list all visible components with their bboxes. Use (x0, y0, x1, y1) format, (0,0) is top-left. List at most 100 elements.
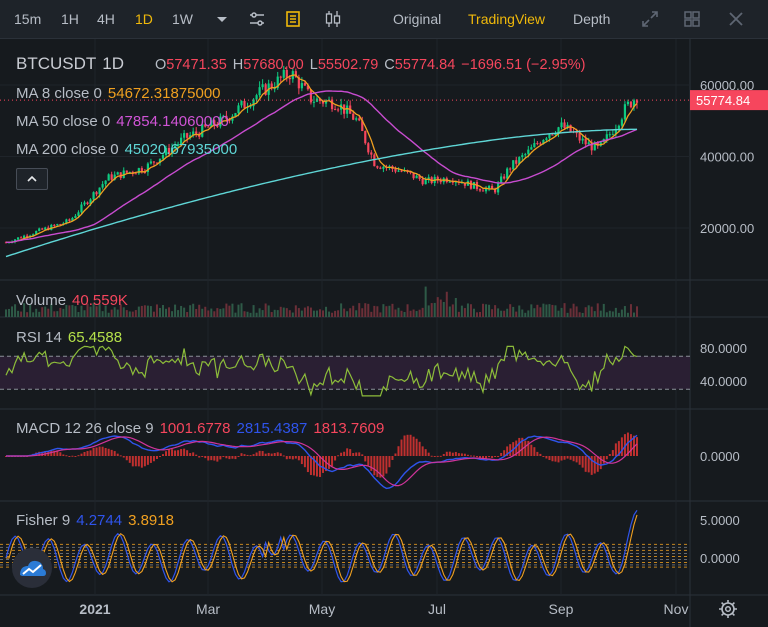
macd-hist-bar (328, 456, 331, 469)
volume-bar (158, 307, 161, 317)
candle-body (596, 142, 599, 146)
volume-bar (581, 312, 584, 317)
candle-body (364, 131, 367, 144)
candle-body (337, 109, 340, 111)
macd-hist-bar (406, 434, 409, 456)
rsi-tick-label: 40.0000 (700, 374, 747, 389)
candle-body (388, 166, 391, 168)
candle-body (590, 142, 593, 151)
macd-hist-bar (509, 444, 512, 456)
volume-bar (388, 305, 391, 317)
macd-hist-bar (195, 454, 198, 456)
view-depth[interactable]: Depth (573, 11, 611, 27)
candle-body (252, 99, 255, 107)
volume-bar (346, 311, 349, 317)
fullscreen-icon[interactable] (640, 9, 660, 29)
volume-bar (155, 304, 158, 317)
ma8-value: 54672.31875000 (107, 85, 221, 102)
macd-hist-bar (370, 456, 373, 471)
volume-bar (20, 311, 23, 317)
indicators-icon[interactable] (283, 9, 303, 29)
candle-type-icon[interactable] (323, 9, 343, 29)
ma50-label: MA 50 close 0 (16, 113, 111, 130)
volume-bar (472, 308, 475, 317)
macd-hist-bar (71, 455, 74, 457)
macd-hist-bar (161, 454, 164, 456)
interval-4h[interactable]: 4H (97, 11, 115, 27)
candle-body (16, 237, 20, 240)
ohlc-high: 57680.00 (243, 57, 304, 73)
macd-hist-bar (460, 453, 463, 456)
volume-bar (361, 308, 364, 317)
macd-hist-bar (454, 451, 457, 456)
macd-hist-bar (557, 456, 560, 463)
candle-body (110, 174, 113, 180)
volume-bar (231, 303, 234, 317)
macd-hist-bar (119, 455, 122, 457)
volume-bar (17, 310, 20, 317)
candle-body (412, 172, 415, 179)
view-tradingview[interactable]: TradingView (468, 11, 546, 27)
candle-body (575, 132, 578, 134)
macd-hist-bar (566, 456, 569, 459)
macd-hist-bar (252, 454, 255, 456)
volume-bar (137, 306, 140, 317)
ma8-legend: MA 8 close 0 54672.31875000 (16, 85, 227, 102)
interval-1w[interactable]: 1W (172, 11, 193, 27)
candle-body (216, 125, 219, 127)
volume-bar (83, 310, 86, 317)
macd-histogram (5, 432, 638, 478)
volume-bar (44, 306, 47, 317)
candle-body (309, 89, 313, 103)
candle-body (394, 168, 397, 172)
volume-bar (210, 308, 213, 317)
grid-layout-icon[interactable] (682, 9, 702, 29)
last-price-badge (690, 90, 768, 111)
volume-bar (355, 310, 358, 317)
close-icon[interactable] (726, 9, 746, 29)
price-tick-label: 20000.00 (700, 221, 754, 236)
indicator-settings-icon[interactable] (247, 9, 267, 29)
volume-bar (53, 311, 56, 317)
macd-hist-bar (373, 456, 376, 476)
volume-bar (234, 312, 237, 317)
view-original[interactable]: Original (393, 11, 442, 27)
tradingview-logo[interactable] (12, 548, 52, 588)
volume-bar (213, 311, 216, 317)
macd-hist-bar (98, 446, 101, 456)
candle-body (237, 105, 240, 114)
volume-bar (506, 308, 509, 317)
candle-body (207, 126, 210, 128)
macd-hist-bar (506, 446, 509, 456)
candle-body (352, 113, 355, 120)
volume-bar (273, 309, 276, 317)
candle-body (243, 100, 246, 108)
macd-hist-bar (599, 456, 602, 470)
ohlc-open-label: O (155, 57, 167, 73)
volume-bar (445, 291, 448, 317)
candle-body (116, 172, 119, 175)
macd-hist-bar (128, 456, 131, 463)
ohlc-low: 55502.79 (317, 57, 379, 73)
candle-body (50, 224, 53, 230)
candle-body (358, 118, 361, 121)
macd-hist-bar (198, 456, 201, 458)
volume-bar (491, 309, 494, 317)
chevron-down-icon[interactable] (212, 9, 232, 29)
interval-15m[interactable]: 15m (14, 11, 42, 27)
macd-hist-bar (433, 456, 436, 457)
candle-body (578, 133, 581, 141)
macd-hist-bar (391, 456, 394, 460)
gear-icon[interactable] (717, 598, 739, 620)
macd-hist-bar (617, 441, 620, 456)
volume-bar (617, 312, 620, 317)
volume-bar (349, 308, 352, 317)
candle-body (330, 99, 334, 110)
collapse-legend-button[interactable] (16, 168, 48, 190)
volume-bar (5, 309, 7, 317)
volume-bar (623, 306, 626, 317)
interval-1d[interactable]: 1D (135, 11, 153, 27)
ma200-line (5, 128, 637, 258)
interval-1h[interactable]: 1H (61, 11, 79, 27)
